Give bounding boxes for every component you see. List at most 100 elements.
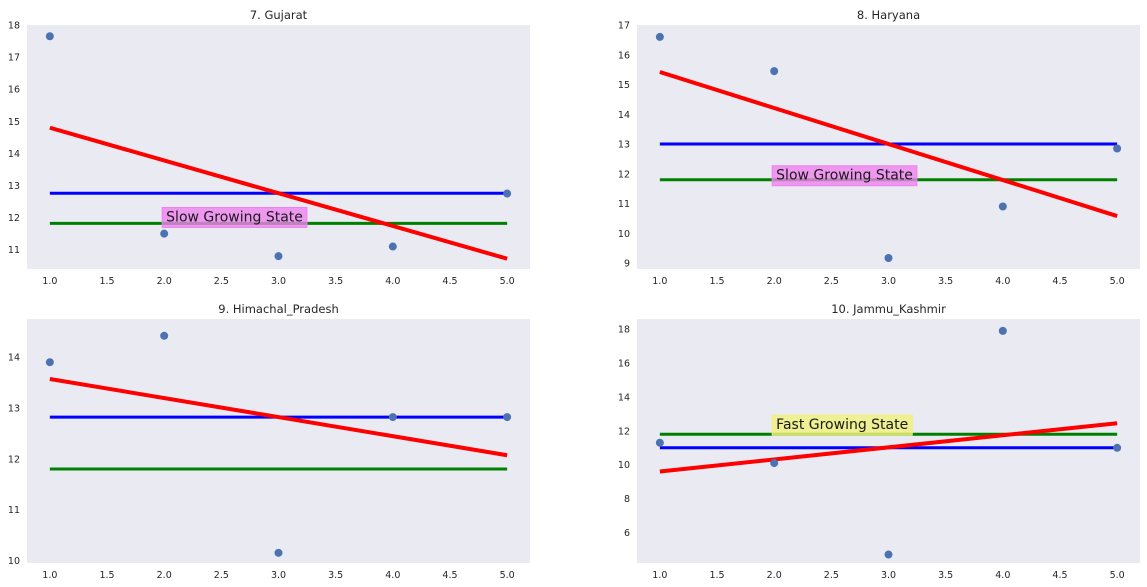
plot-area xyxy=(637,319,1140,563)
data-point xyxy=(388,242,397,251)
trend-line xyxy=(659,70,1118,218)
y-tick-label: 9 xyxy=(624,259,630,270)
y-tick-label: 12 xyxy=(8,454,20,465)
data-point xyxy=(45,32,54,41)
x-tick-label: 5.0 xyxy=(500,276,515,287)
chart-panel-4: 10. Jammu_Kashmir 1.0 1.5 2.0 2.5 3.0 3.5 4.0 4.… xyxy=(618,302,1140,581)
y-tick-label: 17 xyxy=(8,53,20,64)
y-tick-label: 10 xyxy=(618,460,630,471)
y-tick-label: 13 xyxy=(8,403,20,414)
data-point xyxy=(655,32,664,41)
x-tick-label: 3.5 xyxy=(938,570,953,581)
y-tick-label: 14 xyxy=(8,353,20,364)
y-tick-label: 12 xyxy=(8,213,20,224)
y-tick-label: 18 xyxy=(618,325,630,336)
annotation-box xyxy=(771,414,913,436)
y-tick-label: 11 xyxy=(618,199,630,210)
data-point xyxy=(884,550,893,559)
x-tick-label: 2.5 xyxy=(214,570,229,581)
y-tick-label: 10 xyxy=(8,556,20,567)
x-tick-label: 2.5 xyxy=(214,276,229,287)
x-tick-label: 4.5 xyxy=(442,276,457,287)
x-tick-label: 4.0 xyxy=(995,570,1010,581)
data-point xyxy=(160,331,169,340)
y-tick-label: 12 xyxy=(618,169,630,180)
x-tick-label: 1.5 xyxy=(709,276,724,287)
annotation-text: Slow Growing State xyxy=(776,168,913,184)
y-tick-label: 14 xyxy=(618,392,630,403)
x-tick-label: 2.0 xyxy=(767,276,782,287)
data-point xyxy=(388,413,397,422)
y-tick-label: 18 xyxy=(8,21,20,32)
annotation-box xyxy=(161,206,308,228)
y-tick-label: 14 xyxy=(618,110,630,121)
data-point xyxy=(770,459,779,468)
y-tick-label: 16 xyxy=(8,85,20,96)
x-tick-label: 1.5 xyxy=(709,570,724,581)
x-tick-label: 3.0 xyxy=(881,276,896,287)
x-tick-label: 3.5 xyxy=(938,276,953,287)
chart-panel-2: 8. Haryana 1.0 1.5 2.0 2.5 3.0 3.5 4.0 4.5 5.0 9 10… xyxy=(618,8,1140,287)
data-point xyxy=(160,229,169,238)
x-tick-label: 4.0 xyxy=(995,276,1010,287)
chart-title: 9. Himachal_Pradesh xyxy=(218,302,339,316)
data-point xyxy=(1113,144,1122,153)
data-point xyxy=(503,189,512,198)
x-tick-label: 1.0 xyxy=(652,570,667,581)
data-point xyxy=(998,202,1007,211)
chart-title: 10. Jammu_Kashmir xyxy=(831,302,946,316)
y-tick-label: 10 xyxy=(618,229,630,240)
trend-line xyxy=(49,125,508,261)
x-tick-label: 2.0 xyxy=(767,570,782,581)
x-tick-label: 4.5 xyxy=(1052,570,1067,581)
x-tick-label: 2.5 xyxy=(824,570,839,581)
y-tick-label: 17 xyxy=(618,21,630,32)
data-point xyxy=(274,548,283,557)
annotation-text: Fast Growing State xyxy=(776,417,908,433)
y-tick-label: 15 xyxy=(618,80,630,91)
data-point xyxy=(770,67,779,76)
data-point xyxy=(274,252,283,261)
y-tick-label: 13 xyxy=(618,140,630,151)
trend-line xyxy=(49,377,508,458)
x-tick-label: 1.0 xyxy=(42,276,57,287)
x-tick-label: 3.0 xyxy=(881,570,896,581)
x-tick-label: 3.5 xyxy=(328,570,343,581)
x-tick-label: 4.0 xyxy=(385,570,400,581)
chart-panel-3: 9. Himachal_Pradesh 1.0 1.5 2.0 2.5 3.0 3.5 4.0… xyxy=(8,302,530,581)
x-tick-label: 3.0 xyxy=(271,570,286,581)
data-point xyxy=(655,438,664,447)
x-tick-label: 5.0 xyxy=(500,570,515,581)
y-tick-label: 6 xyxy=(624,528,630,539)
chart-title: 7. Gujarat xyxy=(250,8,308,22)
chart-panel-1: 7. Gujarat 1.0 1.5 2.0 2.5 3.0 3.5 4.0 4.5 5.0 11 1… xyxy=(8,8,530,287)
x-tick-label: 1.5 xyxy=(99,276,114,287)
x-tick-label: 4.5 xyxy=(1052,276,1067,287)
y-tick-label: 15 xyxy=(8,117,20,128)
x-tick-label: 1.0 xyxy=(42,570,57,581)
x-tick-label: 3.5 xyxy=(328,276,343,287)
data-point xyxy=(45,358,54,367)
y-tick-label: 11 xyxy=(8,505,20,516)
chart-title: 8. Haryana xyxy=(857,8,920,22)
y-tick-label: 8 xyxy=(624,494,630,505)
data-point xyxy=(1113,443,1122,452)
y-tick-label: 16 xyxy=(618,359,630,370)
x-tick-label: 1.5 xyxy=(99,570,114,581)
trend-line xyxy=(659,421,1118,474)
y-tick-label: 13 xyxy=(8,181,20,192)
annotation-text: Slow Growing State xyxy=(166,209,303,225)
y-tick-label: 11 xyxy=(8,245,20,256)
x-tick-label: 2.5 xyxy=(824,276,839,287)
plot-area xyxy=(27,319,530,563)
y-tick-label: 14 xyxy=(8,149,20,160)
x-tick-label: 1.0 xyxy=(652,276,667,287)
x-tick-label: 4.0 xyxy=(385,276,400,287)
y-tick-label: 12 xyxy=(618,426,630,437)
plot-area xyxy=(27,25,530,269)
data-point xyxy=(998,326,1007,335)
data-point xyxy=(503,413,512,422)
annotation-box xyxy=(771,165,918,187)
data-point xyxy=(884,253,893,262)
